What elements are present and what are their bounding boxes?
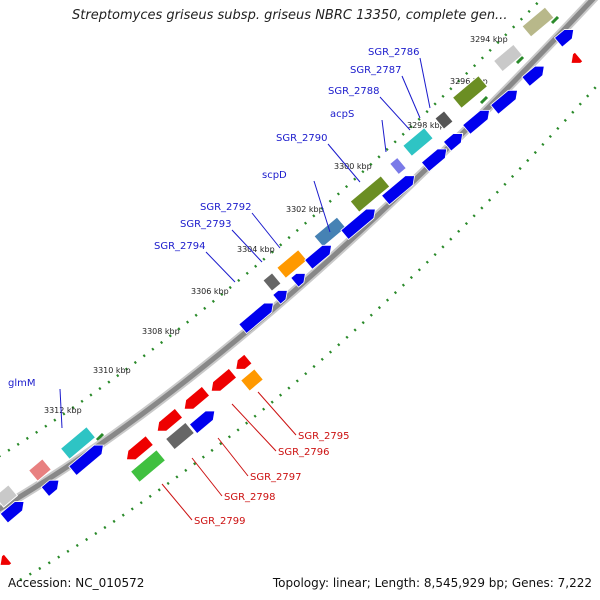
gene-layer: [0, 25, 584, 570]
forward-gene-arrow[interactable]: [420, 144, 450, 173]
cog-bar[interactable]: [164, 421, 196, 451]
tick-label: 3294 kbp: [470, 35, 508, 44]
cog-bar[interactable]: [349, 175, 391, 213]
forward-gene-arrow[interactable]: [462, 106, 494, 135]
forward-gene-label[interactable]: glmM: [8, 378, 36, 389]
reverse-gene-label[interactable]: SGR_2796: [278, 447, 330, 458]
cog-bar[interactable]: [492, 43, 524, 73]
forward-gene-arrow[interactable]: [40, 476, 63, 497]
forward-gene-label[interactable]: SGR_2790: [276, 133, 328, 144]
topology-text: Topology: linear; Length: 8,545,929 bp; …: [272, 576, 592, 590]
forward-gene-label[interactable]: SGR_2793: [180, 219, 232, 230]
reverse-gene-label[interactable]: SGR_2797: [250, 472, 302, 483]
map-title: Streptomyces griseus subsp. griseus NBRC…: [72, 8, 508, 23]
cog-bar[interactable]: [0, 484, 19, 508]
reverse-gene-arrow[interactable]: [0, 553, 13, 570]
forward-label-leader: [327, 143, 361, 183]
tick-label: 3306 kbp: [191, 287, 229, 296]
reverse-gene-arrow[interactable]: [207, 367, 238, 395]
reverse-label-leader: [161, 483, 193, 521]
tick-label: 3304 kbp: [237, 245, 275, 254]
forward-gene-label[interactable]: SGR_2787: [350, 65, 402, 76]
tick-label: 3300 kbp: [334, 162, 372, 171]
reverse-gene-label[interactable]: SGR_2795: [298, 431, 350, 442]
tick-label: 3302 kbp: [286, 205, 324, 214]
reverse-gene-label[interactable]: SGR_2799: [194, 516, 246, 527]
forward-gene-arrow[interactable]: [68, 441, 107, 477]
reverse-label-leader: [231, 403, 277, 452]
reverse-label-leader: [217, 437, 249, 477]
tick-label: 3310 kbp: [93, 366, 131, 375]
tick-track-1: [0, 0, 543, 458]
forward-gene-arrow[interactable]: [490, 86, 522, 115]
major-tick-1: [550, 15, 560, 25]
forward-gene-label[interactable]: SGR_2786: [368, 47, 420, 58]
reverse-gene-arrow[interactable]: [232, 353, 253, 373]
reverse-gene-arrow[interactable]: [123, 435, 154, 464]
reverse-gene-arrow[interactable]: [188, 406, 218, 435]
forward-gene-label[interactable]: scpD: [262, 170, 287, 181]
major-tick-2: [515, 55, 525, 65]
cog-bar[interactable]: [434, 110, 454, 130]
backbone-layer: [0, 0, 599, 514]
forward-gene-label[interactable]: SGR_2788: [328, 86, 380, 97]
forward-label-leader: [313, 180, 331, 233]
tick-label: 3298 kbp: [407, 121, 445, 130]
forward-gene-arrow[interactable]: [290, 269, 309, 288]
forward-gene-arrow[interactable]: [567, 51, 584, 68]
tick-label: 3312 kbp: [44, 406, 82, 415]
label-layer: SGR_2786 SGR_2787 SGR_2788 acpS SGR_2790 scpD…: [8, 47, 431, 527]
forward-label-leader: [59, 388, 63, 429]
major-tick-3: [479, 95, 489, 105]
forward-label-leader: [251, 212, 281, 249]
reverse-label-leader: [257, 391, 297, 436]
cog-bar[interactable]: [451, 75, 489, 109]
forward-gene-arrow[interactable]: [553, 25, 577, 48]
cog-bar[interactable]: [402, 126, 434, 158]
forward-gene-label[interactable]: acpS: [330, 109, 354, 120]
cog-bar[interactable]: [27, 458, 53, 482]
forward-gene-label[interactable]: SGR_2792: [200, 202, 252, 213]
forward-label-leader: [381, 119, 387, 153]
major-tick-12: [95, 432, 105, 442]
cog-bar[interactable]: [59, 426, 97, 460]
reverse-label-leader: [191, 457, 223, 497]
forward-gene-arrow[interactable]: [521, 62, 548, 87]
reverse-gene-arrow[interactable]: [180, 385, 211, 413]
forward-gene-arrow[interactable]: [381, 171, 419, 206]
reverse-gene-label[interactable]: SGR_2798: [224, 492, 276, 503]
forward-label-leader: [379, 96, 411, 131]
cog-bar[interactable]: [239, 368, 265, 392]
cog-bar[interactable]: [521, 6, 555, 38]
forward-gene-arrow[interactable]: [0, 497, 28, 524]
tick-label: 3296 kbp: [450, 77, 488, 86]
backbone-line: [0, 0, 596, 512]
forward-label-leader: [419, 57, 431, 109]
cog-bar[interactable]: [262, 272, 282, 292]
cog-bar[interactable]: [276, 248, 308, 280]
forward-label-leader: [205, 251, 236, 283]
reverse-gene-arrow[interactable]: [153, 407, 184, 435]
forward-label-leader: [401, 75, 421, 119]
cog-bar[interactable]: [129, 449, 167, 483]
forward-gene-arrow[interactable]: [272, 286, 291, 305]
forward-gene-arrow[interactable]: [340, 205, 379, 241]
forward-gene-arrow[interactable]: [238, 299, 277, 335]
cog-layer: [0, 6, 555, 508]
tick-label: 3308 kbp: [142, 327, 180, 336]
cog-bar[interactable]: [388, 156, 408, 176]
forward-label-leader: [231, 229, 263, 263]
forward-gene-arrow[interactable]: [442, 129, 466, 152]
accession-text: Accession: NC_010572: [8, 576, 145, 590]
forward-gene-label[interactable]: SGR_2794: [154, 241, 206, 252]
forward-gene-arrow[interactable]: [304, 241, 336, 270]
